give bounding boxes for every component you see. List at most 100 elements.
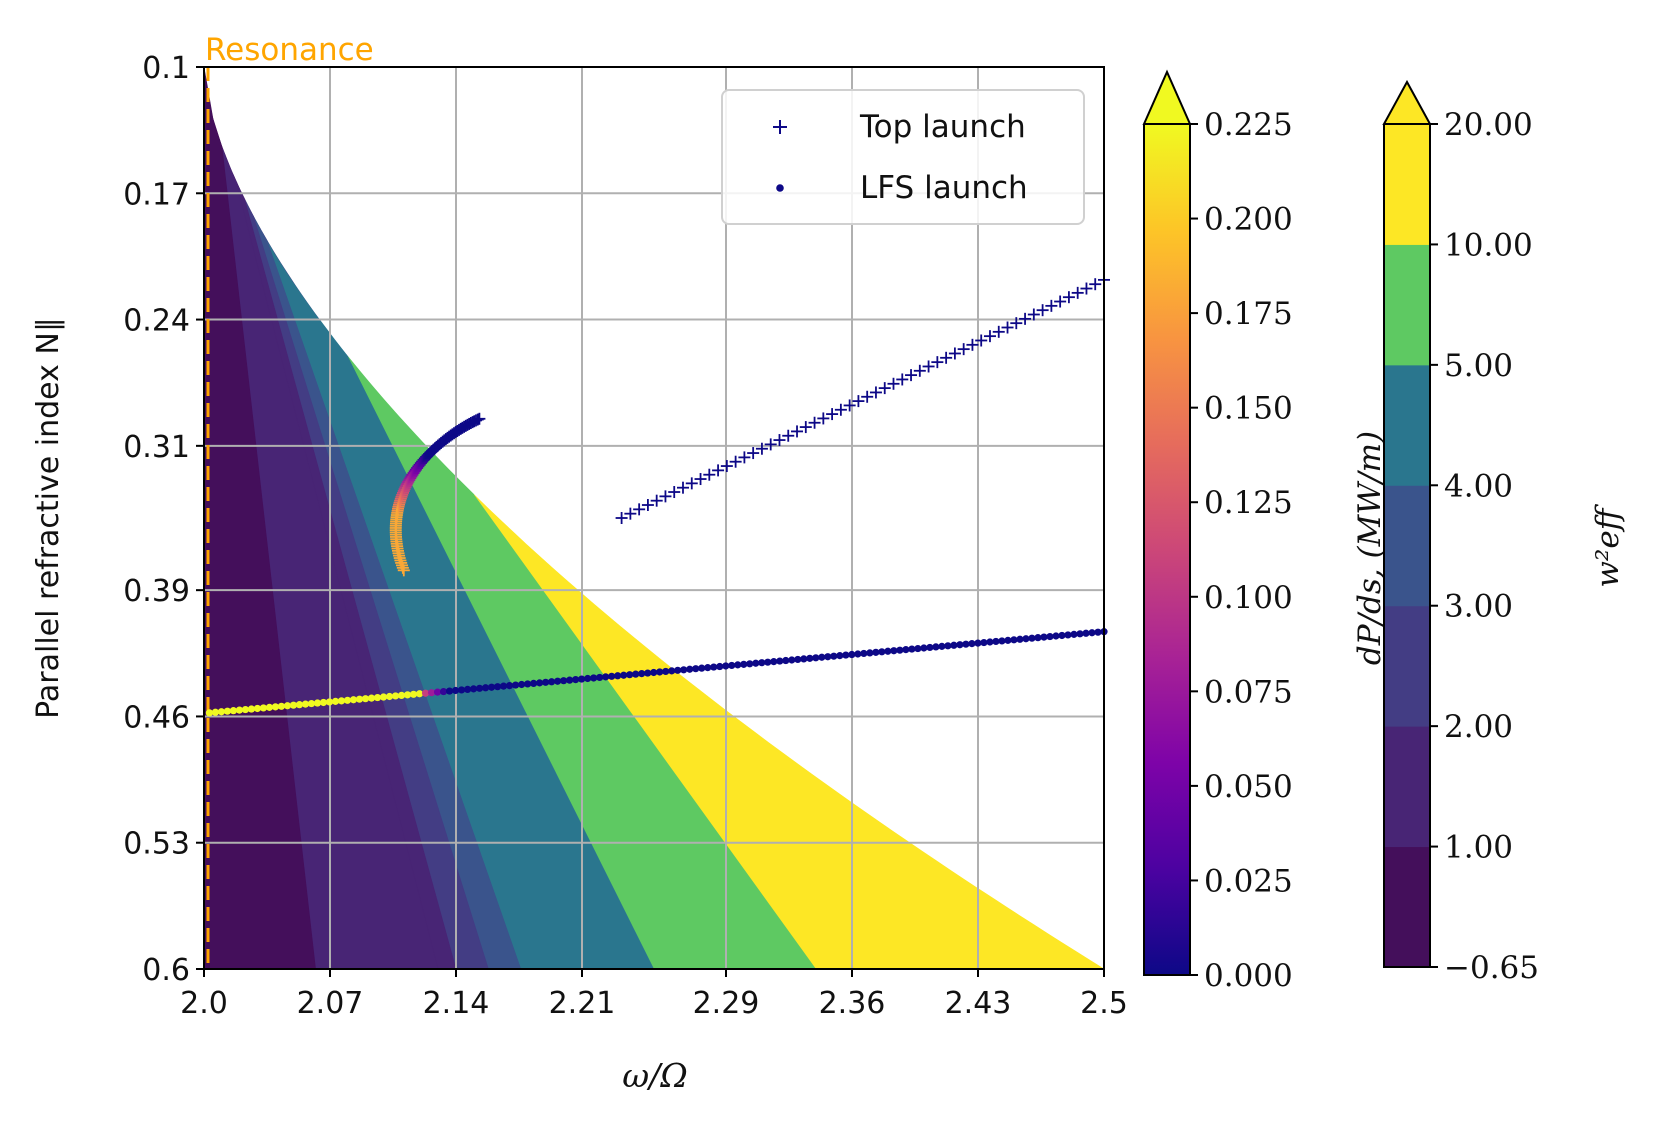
lfs-launch-point (686, 665, 694, 673)
lfs-launch-point (776, 657, 784, 665)
top-launch-point (1089, 278, 1102, 291)
lfs-launch-point (205, 709, 213, 717)
lfs-launch-point (938, 642, 946, 650)
lfs-launch-point (518, 680, 526, 689)
lfs-launch-point (722, 662, 730, 670)
lfs-launch-point (830, 652, 838, 660)
lfs-launch-point (379, 693, 388, 701)
top-launch-point (887, 377, 900, 390)
top-launch-point (966, 338, 979, 351)
lfs-launch-point (1064, 631, 1072, 639)
top-launch-point (799, 421, 812, 434)
lfs-launch-point (698, 664, 706, 672)
top-launch-point (948, 347, 961, 360)
top-launch-point (983, 330, 996, 343)
contour-colorbar-extend-arrow (1382, 79, 1432, 125)
top-launch-point (869, 386, 882, 399)
lfs-launch-point (536, 679, 544, 687)
lfs-launch-point (548, 678, 556, 686)
top-launch-point (791, 425, 804, 438)
top-launch-point (668, 486, 681, 499)
lfs-launch-point (385, 692, 394, 701)
lfs-launch-point (734, 661, 742, 669)
y-tick-label: 0.6 (142, 953, 190, 988)
top-launch-point (940, 351, 953, 364)
lfs-launch-point (301, 700, 310, 708)
top-launch-point (676, 481, 689, 494)
power-colorbar-tick-label: 0.175 (1204, 296, 1293, 332)
lfs-launch-point (872, 648, 880, 656)
lfs-launch-point (457, 686, 466, 694)
lfs-launch-point (1040, 633, 1048, 641)
lfs-launch-point (1022, 635, 1030, 643)
lfs-launch-point (337, 697, 346, 705)
lfs-launch-point (740, 660, 748, 668)
top-launch-point (861, 390, 874, 403)
x-axis-ticks: 2.0 2.07 2.14 2.21 2.29 2.36 2.43 2.5 (180, 969, 1128, 1021)
lfs-launch-point (469, 685, 478, 693)
lfs-launch-point (1046, 632, 1054, 641)
x-tick-label: 2.21 (549, 986, 616, 1021)
lfs-launch-point (259, 704, 268, 712)
lfs-launch-point (860, 649, 868, 658)
lfs-launch-point (884, 647, 892, 655)
lfs-launch-point (493, 683, 502, 691)
x-tick-label: 2.0 (180, 986, 228, 1021)
lfs-launch-point (361, 695, 370, 703)
contour-colorbar: −0.65 1.00 2.00 3.00 4.00 5.00 10.00 20.00 w²ef… (1382, 79, 1626, 986)
top-launch-point (624, 507, 637, 520)
lfs-launch-series (205, 628, 1108, 717)
lfs-launch-point (211, 708, 220, 716)
lfs-launch-point (367, 694, 376, 702)
lfs-launch-point (1082, 629, 1090, 637)
top-launch-point (712, 464, 725, 477)
lfs-launch-point (842, 651, 850, 659)
grid-lines (203, 66, 1105, 970)
x-tick-label: 2.07 (297, 986, 364, 1021)
contour-colorbar-ticks: −0.65 1.00 2.00 3.00 4.00 5.00 10.00 20.00 (1430, 107, 1539, 986)
lfs-launch-point (770, 658, 778, 666)
y-tick-label: 0.17 (123, 177, 190, 212)
lfs-launch-point (890, 647, 898, 655)
lfs-launch-point (668, 667, 676, 675)
resonance-label: Resonance (205, 32, 374, 68)
top-launch-point (922, 360, 935, 373)
lfs-launch-point (247, 705, 256, 713)
lfs-launch-point (289, 701, 298, 709)
lfs-launch-point (950, 641, 958, 649)
lfs-launch-point (932, 643, 940, 651)
lfs-launch-point (530, 679, 538, 688)
lfs-launch-point (800, 655, 808, 663)
lfs-launch-point (926, 643, 934, 652)
lfs-launch-point (235, 706, 244, 714)
lfs-launch-point (554, 677, 562, 685)
lfs-launch-point (998, 637, 1006, 645)
lfs-launch-point (878, 648, 886, 656)
lfs-launch-point (1088, 629, 1096, 637)
x-tick-label: 2.14 (423, 986, 490, 1021)
lfs-launch-point (974, 639, 982, 647)
legend-marker-lfs-launch (776, 184, 784, 192)
contour-colorbar-band (1384, 244, 1430, 366)
top-launch-point (1062, 291, 1075, 304)
lfs-launch-point (403, 691, 412, 699)
power-colorbar-tick-label: 0.200 (1204, 202, 1293, 238)
contour-colorbar-band (1384, 846, 1430, 968)
top-launch-point (773, 434, 786, 447)
lfs-launch-point (638, 670, 646, 678)
lfs-launch-point (602, 673, 610, 681)
x-tick-label: 2.43 (945, 986, 1012, 1021)
contour-regions (204, 67, 1104, 969)
top-launch-point (1019, 312, 1032, 325)
lfs-launch-point (866, 649, 874, 657)
x-tick-label: 2.5 (1080, 986, 1128, 1021)
lfs-launch-point (824, 653, 832, 661)
power-colorbar-tick-label: 0.000 (1204, 958, 1293, 994)
legend-box (721, 89, 1085, 225)
top-launch-point (957, 343, 970, 356)
lfs-launch-point (968, 640, 976, 648)
top-launch-point (650, 494, 663, 507)
lfs-launch-point (1094, 628, 1102, 636)
top-launch-point (397, 564, 410, 577)
contour-colorbar-tick-label: −0.65 (1444, 950, 1539, 986)
